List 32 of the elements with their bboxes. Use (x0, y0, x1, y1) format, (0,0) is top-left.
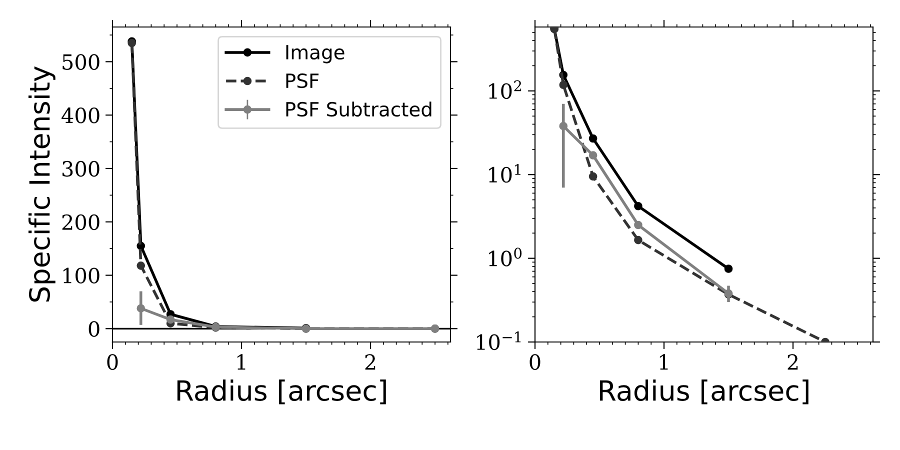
x-axis-title: Radius [arcsec] (600, 380, 808, 404)
x-axis-title: Radius [arcsec] (177, 380, 386, 404)
point (588, 134, 598, 143)
point (136, 261, 146, 270)
legend-label: PSF Subtracted (286, 102, 432, 117)
point (166, 315, 175, 324)
y-tick-label: 0 (88, 321, 100, 337)
legend-label: PSF (286, 73, 319, 88)
point (634, 236, 642, 244)
point (634, 220, 642, 230)
y-tick-label: 400 (62, 108, 100, 124)
y-tick-label: 500 (62, 54, 100, 70)
x-tick-label: 1 (237, 354, 246, 370)
x-tick-label: 1 (660, 354, 668, 370)
y-tick-label: 300 (62, 160, 100, 177)
y-tick-label: 10$^{0}$ (489, 248, 522, 266)
y-tick-label: 10$^{1}$ (489, 164, 520, 183)
point (634, 202, 642, 210)
x-tick-label: 0 (530, 354, 540, 370)
y-tick-label: 100 (63, 268, 100, 284)
x-tick-label: 2 (788, 354, 798, 370)
legend-label: Image (286, 45, 344, 64)
point (559, 80, 568, 90)
y-tick-label: 200 (62, 214, 100, 230)
y-tick-label: 10$^{2}$ (489, 80, 522, 99)
point (588, 151, 598, 160)
y-tick-label: 10$^{−1}$ (476, 331, 521, 350)
point (724, 264, 733, 273)
y-axis-title: Specific Intensity (28, 66, 56, 302)
x-tick-label: 2 (365, 354, 376, 370)
x-tick-label: 0 (107, 354, 118, 370)
point (588, 172, 598, 181)
